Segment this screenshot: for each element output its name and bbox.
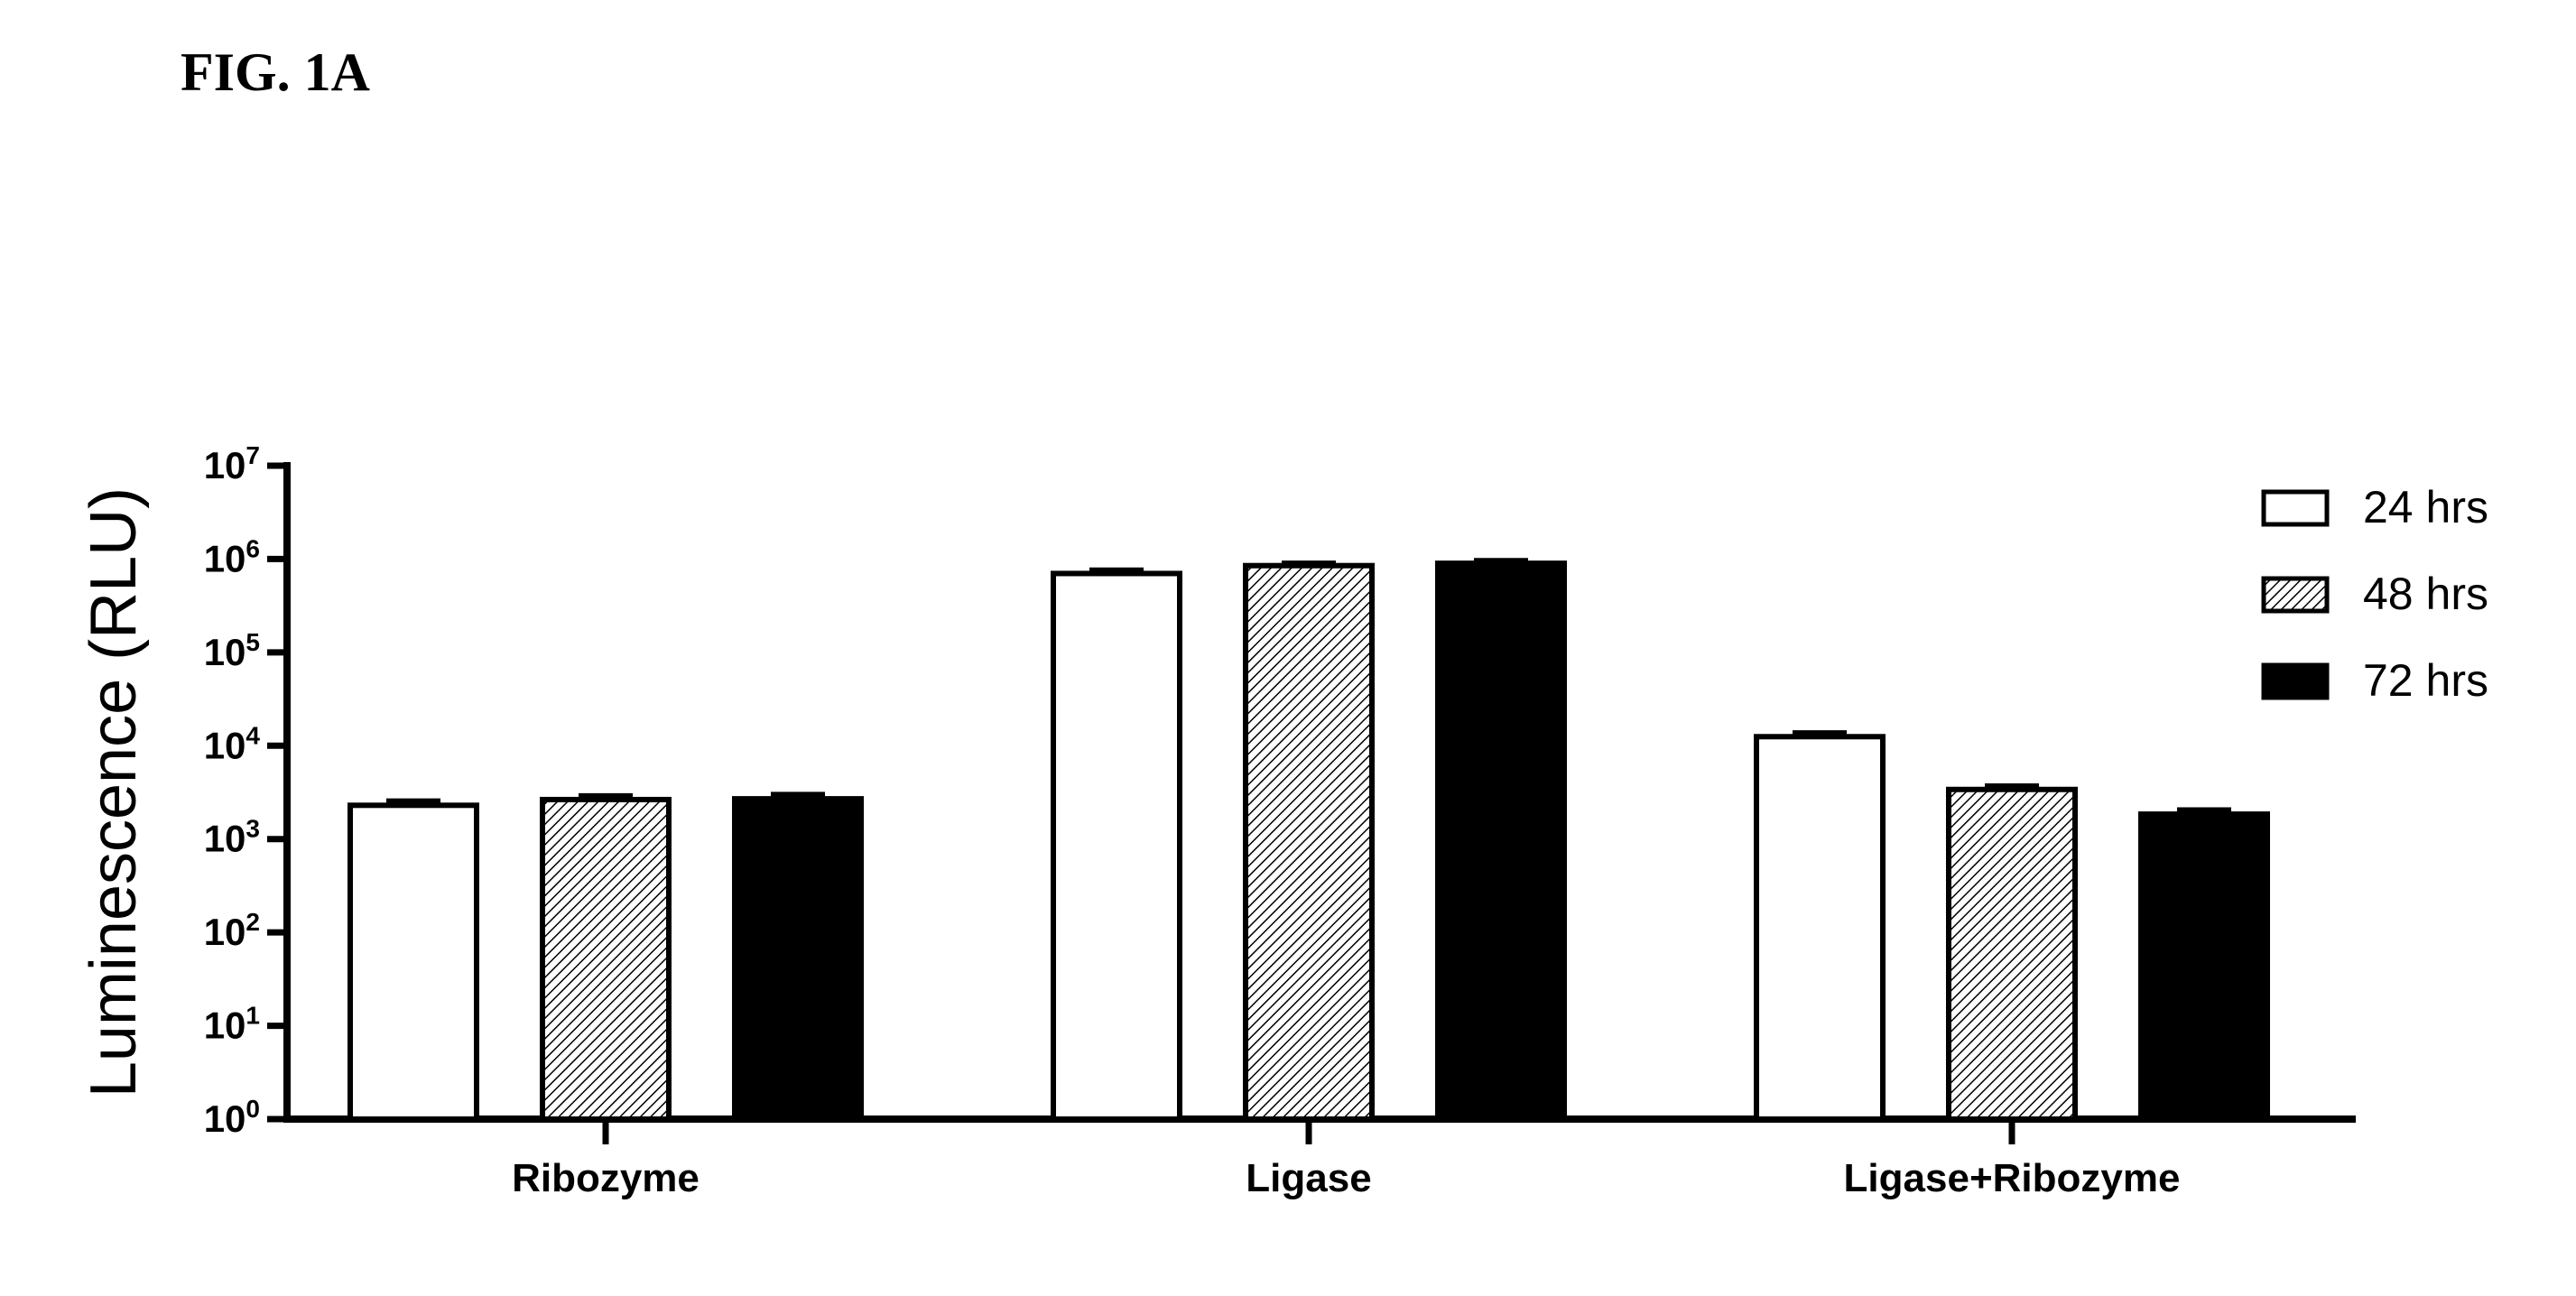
bar	[1053, 573, 1180, 1119]
bar	[1756, 736, 1883, 1119]
y-axis-label: Luminescence (RLU)	[78, 487, 150, 1097]
legend-swatch	[2264, 665, 2327, 698]
legend-swatch	[2264, 579, 2327, 611]
bar	[735, 799, 861, 1119]
legend-label: 72 hrs	[2363, 655, 2488, 706]
legend-swatch	[2264, 492, 2327, 524]
legend-label: 48 hrs	[2363, 569, 2488, 619]
bar	[1246, 566, 1372, 1119]
y-tick-label: 103	[204, 815, 260, 860]
x-category-label: Ligase	[1246, 1156, 1371, 1200]
legend-label: 24 hrs	[2363, 482, 2488, 532]
y-tick-label: 106	[204, 534, 260, 579]
bar	[350, 805, 477, 1119]
x-category-label: Ligase+Ribozyme	[1844, 1156, 2181, 1200]
bar	[1438, 563, 1564, 1119]
y-tick-label: 100	[204, 1095, 260, 1140]
bar	[2141, 814, 2267, 1119]
x-category-label: Ribozyme	[512, 1156, 700, 1200]
y-tick-label: 101	[204, 1002, 260, 1047]
bar	[542, 800, 669, 1119]
y-tick-label: 104	[204, 721, 261, 766]
bar	[1949, 790, 2075, 1119]
y-tick-label: 105	[204, 628, 260, 673]
y-tick-label: 102	[204, 908, 260, 953]
y-tick-label: 107	[204, 441, 260, 486]
